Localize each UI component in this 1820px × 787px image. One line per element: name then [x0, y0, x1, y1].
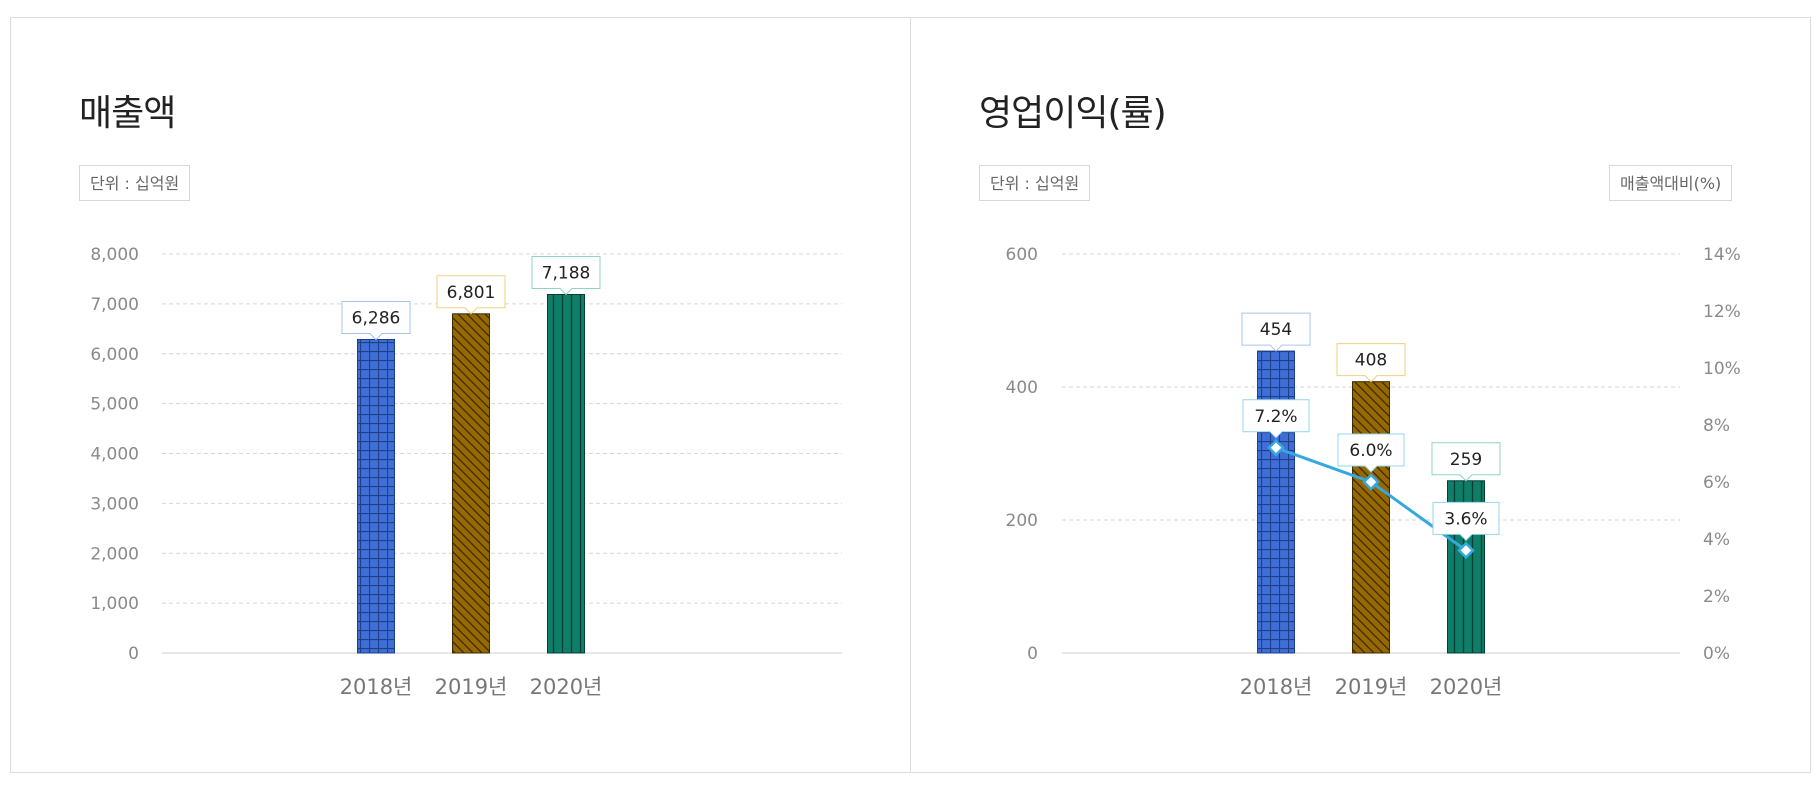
- bar-2018년: [357, 338, 395, 654]
- y2-tick-label: 8%: [1703, 416, 1730, 436]
- y-tick-label: 3,000: [90, 494, 139, 514]
- profit-title: 영업이익(률): [979, 93, 1167, 134]
- y-tick-label: 400: [1006, 378, 1038, 398]
- y-tick-label: 200: [1006, 511, 1038, 531]
- callout-value: 408: [1355, 351, 1387, 371]
- callout-box: [1337, 433, 1405, 473]
- bar-value-label: 6,801: [436, 275, 506, 315]
- callout-value: 6,286: [352, 308, 401, 328]
- callout-box: [531, 255, 601, 296]
- callout-box: [1241, 312, 1311, 352]
- callout-value: 259: [1450, 450, 1482, 470]
- y-tick-label: 5,000: [90, 395, 139, 415]
- ratio-value-label: 6.0%: [1337, 433, 1405, 473]
- callout-box: [1431, 442, 1501, 482]
- y2-tick-label: 12%: [1703, 302, 1741, 322]
- bar-value-label: 408: [1336, 343, 1406, 383]
- callout-value: 3.6%: [1444, 509, 1487, 529]
- bar-2020년: [547, 293, 585, 654]
- callout-box: [341, 300, 411, 341]
- callout-value: 6.0%: [1349, 441, 1392, 461]
- y-tick-label: 0: [1027, 644, 1038, 664]
- y-tick-label: 4,000: [90, 445, 139, 465]
- y2-tick-label: 0%: [1703, 644, 1730, 664]
- sales-title: 매출액: [79, 93, 176, 134]
- callout-box: [1336, 343, 1406, 383]
- callout-box: [1242, 399, 1310, 439]
- y-tick-label: 8,000: [90, 245, 139, 265]
- x-tick-label: 2018년: [340, 675, 413, 699]
- y-tick-label: 1,000: [90, 594, 139, 614]
- x-tick-label: 2018년: [1240, 675, 1313, 699]
- ratio-point-marker: [1457, 541, 1475, 560]
- profit-unit-label: 단위 : 십억원: [979, 165, 1091, 201]
- bar-2018년: [1257, 350, 1295, 654]
- ratio-point-marker: [1362, 473, 1380, 491]
- callout-value: 7.2%: [1254, 407, 1297, 427]
- ratio-value-label: 7.2%: [1242, 399, 1310, 439]
- x-tick-label: 2020년: [530, 675, 603, 699]
- y2-tick-label: 2%: [1703, 587, 1730, 607]
- y2-tick-label: 6%: [1703, 473, 1730, 493]
- callout-value: 6,801: [447, 283, 496, 303]
- ratio-value-label: 3.6%: [1432, 501, 1500, 542]
- y2-tick-label: 4%: [1703, 530, 1730, 550]
- bar-value-label: 454: [1241, 312, 1311, 352]
- x-tick-label: 2019년: [435, 675, 508, 699]
- y-tick-label: 6,000: [90, 345, 139, 365]
- callout-box: [436, 275, 506, 315]
- ratio-point-marker: [1267, 439, 1285, 457]
- callout-box: [1432, 501, 1500, 542]
- callout-value: 7,188: [542, 263, 591, 283]
- bar-value-label: 6,286: [341, 300, 411, 341]
- profit-ratio-unit-label: 매출액대비(%): [1609, 165, 1733, 201]
- y-tick-label: 7,000: [90, 295, 139, 315]
- y2-tick-label: 10%: [1703, 359, 1741, 379]
- y2-tick-label: 14%: [1703, 245, 1741, 265]
- x-tick-label: 2020년: [1430, 675, 1503, 699]
- bar-value-label: 259: [1431, 442, 1501, 482]
- bar-value-label: 7,188: [531, 255, 601, 296]
- sales-bar-chart: 0 1,000 2,000 3,000 4,000 5,000 6,000 7,000 8,00…: [90, 245, 842, 699]
- y-tick-label: 2,000: [90, 544, 139, 564]
- x-tick-label: 2019년: [1335, 675, 1408, 699]
- bar-2019년: [1352, 381, 1390, 654]
- operating-profit-chart: 0 200 400 600 0% 2% 4% 6% 8% 10% 12% 14% 454 2018년 408…: [1006, 245, 1741, 699]
- y-tick-label: 0: [128, 644, 139, 664]
- bar-2019년: [452, 313, 490, 654]
- y-tick-label: 600: [1006, 245, 1038, 265]
- sales-unit-label: 단위 : 십억원: [79, 165, 191, 201]
- panel-divider: [910, 17, 911, 773]
- callout-value: 454: [1260, 320, 1292, 340]
